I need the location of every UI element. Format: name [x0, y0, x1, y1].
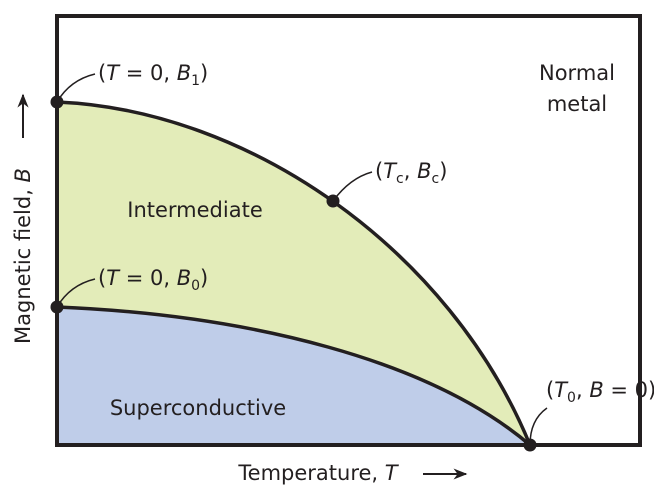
t: Temperature, [237, 461, 384, 485]
t: c [432, 171, 440, 187]
region-label: Normal [539, 61, 615, 85]
frame [55, 14, 642, 447]
t: ( [546, 378, 554, 402]
point [50, 95, 64, 109]
point-label: (T0, B = 0) [546, 378, 654, 406]
region-label: Superconductive [110, 396, 286, 420]
t: , [404, 159, 417, 183]
y-axis-label: Magnetic field, B [11, 168, 35, 344]
t: 0 [191, 278, 200, 294]
t: = 0, [119, 266, 177, 290]
t: ) [200, 61, 208, 85]
t: B [177, 61, 191, 85]
t: Magnetic field, [11, 182, 35, 344]
region-label: Intermediate [127, 198, 263, 222]
t: ) [439, 159, 447, 183]
t: T [385, 461, 400, 485]
t: ( [98, 266, 106, 290]
t: B [589, 378, 603, 402]
t: 0 [567, 390, 576, 406]
t: = 0, [119, 61, 177, 85]
t: B [417, 159, 431, 183]
superconductive-region [57, 307, 530, 445]
point [326, 194, 340, 208]
t: B [177, 266, 191, 290]
t: ( [375, 159, 383, 183]
point-label: (T = 0, B0) [98, 266, 208, 294]
t: , [576, 378, 589, 402]
x-axis-label: Temperature, T [237, 461, 399, 485]
t: T [106, 61, 121, 85]
t: c [396, 171, 404, 187]
t: T [106, 266, 121, 290]
t: 1 [191, 73, 200, 89]
t: T [554, 378, 569, 402]
t: T [383, 159, 398, 183]
point [523, 438, 537, 452]
t: ( [98, 61, 106, 85]
leader [332, 171, 373, 202]
region-label: metal [547, 92, 607, 116]
points [50, 95, 537, 452]
leader [56, 73, 96, 103]
point-label: (Tc, Bc) [375, 159, 447, 187]
point [50, 300, 64, 314]
lower-curve [56, 305, 532, 447]
t: ) [200, 266, 208, 290]
point-label: (T = 0, B1) [98, 61, 208, 89]
t: = 0) [604, 378, 654, 402]
t: B [11, 168, 35, 182]
